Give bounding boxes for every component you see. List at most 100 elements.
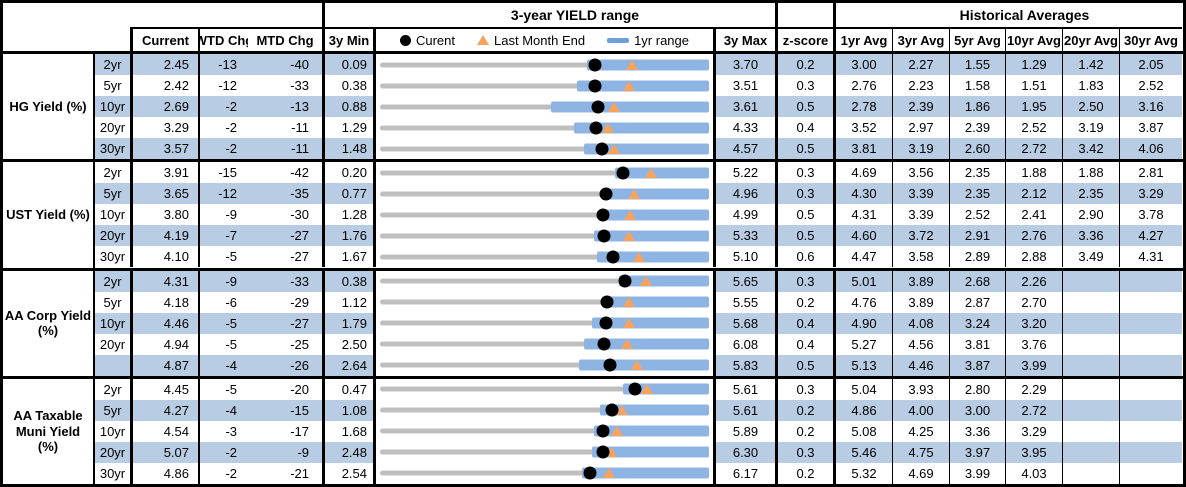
last-month-end-marker bbox=[608, 143, 621, 154]
cell-3yr-avg: 2.23 bbox=[893, 75, 950, 97]
cell-3yr-avg: 4.00 bbox=[893, 399, 950, 421]
range-bar-1yr bbox=[615, 167, 709, 179]
yield-group: AA Taxable Muni Yield (%) 2yr 4.45 -5 -20 0.4… bbox=[3, 375, 1183, 484]
cell-1yr-avg: 5.04 bbox=[836, 378, 893, 400]
cell-mtd-chg: -33 bbox=[248, 270, 325, 292]
cell-tenor: 2yr bbox=[95, 378, 133, 400]
cell-3y-min: 1.68 bbox=[325, 420, 376, 442]
cell-20yr-avg: 2.90 bbox=[1063, 204, 1120, 226]
cell-5yr-avg: 3.36 bbox=[950, 420, 1006, 442]
last-month-end-marker bbox=[622, 318, 635, 329]
cell-current: 2.42 bbox=[133, 75, 200, 97]
cell-current: 4.46 bbox=[133, 312, 200, 334]
range-bar-1yr bbox=[592, 446, 709, 458]
group-rows: 2yr 4.31 -9 -33 0.38 5.65 0.3 5.01 3.89 2.68 2.26 5… bbox=[95, 270, 1183, 376]
cell-tenor: 10yr bbox=[95, 204, 133, 226]
cell-5yr-avg: 3.24 bbox=[950, 312, 1006, 334]
current-dot-icon bbox=[399, 34, 411, 46]
table-row: 4.87 -4 -26 2.64 5.83 0.5 5.13 4.46 3.87 3.99 bbox=[95, 354, 1183, 376]
header-row-sections: 3-year YIELD range Historical Averages bbox=[3, 3, 1183, 27]
cell-1yr-avg: 5.01 bbox=[836, 270, 893, 292]
range-track-3y bbox=[380, 320, 709, 326]
col-header-mtd-chg: MTD Chg bbox=[248, 27, 325, 51]
cell-z-score: 0.3 bbox=[778, 378, 836, 400]
cell-5yr-avg: 2.35 bbox=[950, 162, 1006, 184]
range-chart-cell bbox=[376, 441, 716, 463]
cell-current: 2.45 bbox=[133, 54, 200, 76]
table-row: 10yr 3.80 -9 -30 1.28 4.99 0.5 4.31 3.39 2.52 2.41… bbox=[95, 204, 1183, 226]
cell-z-score: 0.3 bbox=[778, 270, 836, 292]
cell-20yr-avg bbox=[1063, 291, 1120, 313]
col-header-5yr-avg: 5yr Avg bbox=[950, 27, 1006, 51]
table-row: 10yr 4.46 -5 -27 1.79 5.68 0.4 4.90 4.08 3.24 3.20 bbox=[95, 312, 1183, 334]
range-bar-1yr bbox=[551, 101, 709, 113]
cell-5yr-avg: 2.87 bbox=[950, 291, 1006, 313]
cell-z-score: 0.3 bbox=[778, 162, 836, 184]
range-track-area bbox=[380, 379, 709, 400]
cell-mtd-chg: -26 bbox=[248, 354, 325, 376]
cell-3y-min: 0.88 bbox=[325, 96, 376, 118]
cell-30yr-avg: 2.05 bbox=[1120, 54, 1182, 76]
cell-mtd-chg: -27 bbox=[248, 225, 325, 247]
group-label: UST Yield (%) bbox=[3, 162, 95, 268]
last-month-end-marker bbox=[622, 230, 635, 241]
cell-20yr-avg bbox=[1063, 399, 1120, 421]
cell-3y-min: 1.79 bbox=[325, 312, 376, 334]
cell-3y-max: 6.08 bbox=[716, 333, 778, 355]
cell-tenor: 5yr bbox=[95, 183, 133, 205]
cell-30yr-avg bbox=[1120, 354, 1182, 376]
col-header-3y-min: 3y Min bbox=[325, 27, 376, 51]
current-marker bbox=[588, 79, 601, 93]
cell-3y-min: 1.48 bbox=[325, 138, 376, 160]
cell-current: 4.10 bbox=[133, 246, 200, 268]
yield-group: AA Corp Yield (%) 2yr 4.31 -9 -33 0.38 5.65 0.3… bbox=[3, 267, 1183, 376]
table-row: 5yr 4.27 -4 -15 1.08 5.61 0.2 4.86 4.00 3.00 2.72 bbox=[95, 399, 1183, 421]
cell-30yr-avg bbox=[1120, 379, 1182, 400]
cell-wtd-chg: -9 bbox=[200, 270, 248, 292]
yield-group: HG Yield (%) 2yr 2.45 -13 -40 0.09 3.70 0.2 3.00… bbox=[3, 54, 1183, 160]
header-spacer-left bbox=[3, 3, 133, 27]
cell-3y-min: 1.76 bbox=[325, 225, 376, 247]
cell-1yr-avg: 3.81 bbox=[836, 138, 893, 160]
cell-3yr-avg: 4.25 bbox=[893, 420, 950, 442]
range-chart-cell bbox=[376, 138, 716, 160]
cell-tenor: 5yr bbox=[95, 291, 133, 313]
last-month-end-marker bbox=[623, 80, 636, 91]
range-bar-1yr bbox=[618, 275, 709, 287]
cell-current: 3.29 bbox=[133, 117, 200, 139]
cell-3y-min: 1.12 bbox=[325, 291, 376, 313]
cell-tenor: 20yr bbox=[95, 117, 133, 139]
cell-current: 4.86 bbox=[133, 462, 200, 484]
range-track-area bbox=[380, 96, 709, 117]
cell-5yr-avg: 2.91 bbox=[950, 225, 1006, 247]
cell-5yr-avg: 2.52 bbox=[950, 204, 1006, 226]
cell-tenor: 30yr bbox=[95, 246, 133, 268]
cell-3y-min: 1.67 bbox=[325, 246, 376, 268]
cell-5yr-avg: 3.00 bbox=[950, 399, 1006, 421]
group-rows: 2yr 3.91 -15 -42 0.20 5.22 0.3 4.69 3.56 2.35 1.88… bbox=[95, 162, 1183, 268]
col-header-1yr-avg: 1yr Avg bbox=[836, 27, 893, 51]
cell-mtd-chg: -11 bbox=[248, 138, 325, 160]
cell-3y-max: 3.51 bbox=[716, 75, 778, 97]
cell-tenor: 10yr bbox=[95, 312, 133, 334]
current-marker bbox=[616, 166, 630, 180]
range-track-3y bbox=[380, 62, 709, 68]
range-track-area bbox=[380, 183, 709, 204]
current-marker bbox=[605, 403, 619, 417]
cell-5yr-avg: 1.86 bbox=[950, 96, 1006, 118]
cell-z-score: 0.3 bbox=[778, 75, 836, 97]
range-chart-cell bbox=[376, 420, 716, 442]
cell-30yr-avg: 3.29 bbox=[1120, 183, 1182, 205]
cell-1yr-avg: 2.76 bbox=[836, 75, 893, 97]
cell-mtd-chg: -15 bbox=[248, 399, 325, 421]
range-track-area bbox=[380, 400, 709, 421]
cell-z-score: 0.5 bbox=[778, 96, 836, 118]
last-month-end-marker bbox=[624, 209, 637, 220]
cell-5yr-avg: 3.97 bbox=[950, 441, 1006, 463]
cell-current: 5.07 bbox=[133, 441, 200, 463]
cell-10yr-avg: 2.88 bbox=[1006, 246, 1063, 268]
col-header-30yr-avg: 30yr Avg bbox=[1120, 27, 1182, 51]
last-month-end-marker bbox=[603, 468, 616, 479]
cell-mtd-chg: -42 bbox=[248, 162, 325, 184]
chart-legend: Curent Last Month End 1yr range bbox=[376, 27, 716, 51]
